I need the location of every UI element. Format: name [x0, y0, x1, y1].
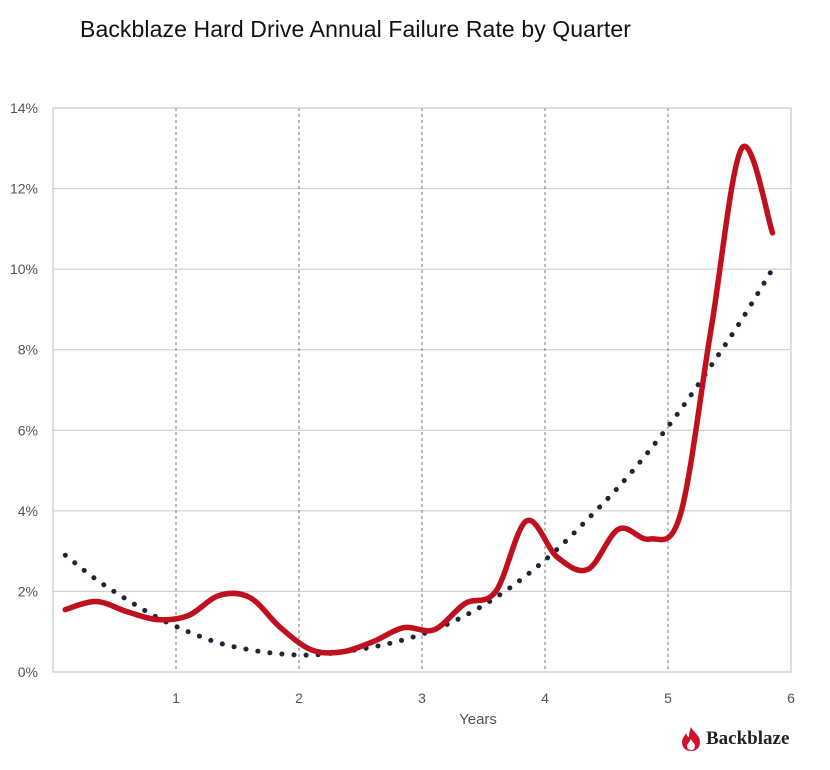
plot-frame — [52, 107, 792, 673]
y-tick-label: 2% — [18, 583, 38, 599]
plot-border — [52, 107, 792, 673]
backblaze-logo: Backblaze — [680, 726, 789, 752]
y-axis-ticks: 0% 2% 4% 6% 8% 10% 12% 14% — [10, 100, 38, 680]
y-tick-label: 12% — [10, 181, 38, 197]
x-tick-label: 1 — [172, 690, 180, 706]
y-tick-label: 14% — [10, 100, 38, 116]
grid — [53, 107, 791, 672]
x-axis-ticks: 1 2 3 4 5 6 — [172, 690, 795, 706]
x-tick-label: 3 — [418, 690, 426, 706]
series-layer — [62, 143, 776, 658]
y-tick-label: 6% — [18, 422, 38, 438]
x-tick-label: 4 — [541, 690, 549, 706]
failure-rate-series — [62, 143, 776, 656]
x-tick-label: 5 — [664, 690, 672, 706]
chart-title: Backblaze Hard Drive Annual Failure Rate… — [80, 16, 631, 42]
y-tick-label: 10% — [10, 261, 38, 277]
y-tick-label: 0% — [18, 664, 38, 680]
y-tick-label: 8% — [18, 342, 38, 358]
y-tick-label: 4% — [18, 503, 38, 519]
x-tick-label: 2 — [295, 690, 303, 706]
trend-line-series — [62, 266, 775, 658]
flame-icon — [682, 727, 700, 751]
x-axis-label: Years — [459, 711, 497, 728]
x-tick-label: 6 — [787, 690, 795, 706]
logo-text: Backblaze — [706, 728, 790, 749]
